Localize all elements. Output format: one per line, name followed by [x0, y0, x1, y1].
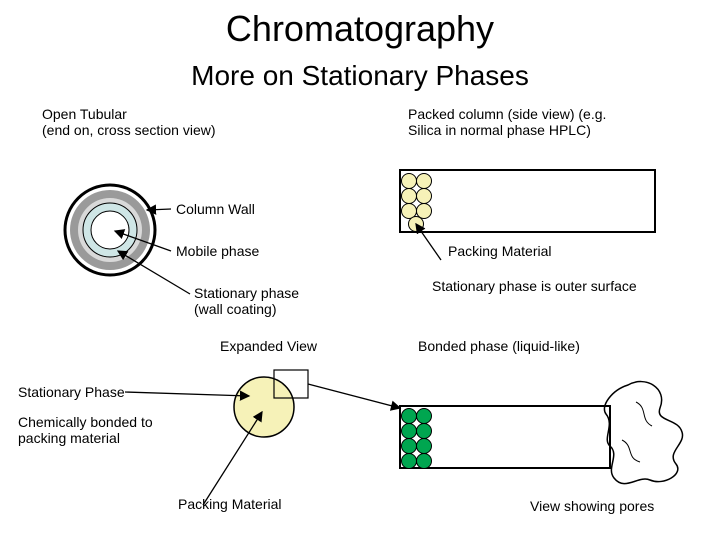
vector-layer — [0, 0, 720, 540]
stationary-phase-line2: (wall coating) — [194, 301, 299, 317]
packed-column-bottom — [400, 406, 610, 469]
bonded-phase-label: Bonded phase (liquid-like) — [418, 338, 580, 354]
stationary-phase-line1: Stationary phase — [194, 285, 299, 301]
expanded-particle — [234, 370, 308, 437]
expanded-view-label: Expanded View — [220, 338, 317, 354]
pointer-lines — [115, 209, 441, 505]
packing-material-bottom-label: Packing Material — [178, 496, 282, 512]
diagram-stage: Chromatography More on Stationary Phases… — [0, 0, 720, 540]
open-tubular-diagram — [65, 185, 155, 275]
view-pores-label: View showing pores — [530, 498, 654, 514]
mobile-phase-label: Mobile phase — [176, 243, 259, 259]
stationary-outer-label: Stationary phase is outer surface — [432, 278, 637, 294]
column-wall-label: Column Wall — [176, 201, 255, 217]
stationary-phase-left-label: Stationary Phase — [18, 384, 125, 400]
chem-bonded-label: Chemically bonded to packing material — [18, 414, 153, 446]
packed-column-top — [400, 170, 655, 232]
chem-bonded-line1: Chemically bonded to — [18, 414, 153, 430]
stationary-phase-label: Stationary phase (wall coating) — [194, 285, 299, 317]
chem-bonded-line2: packing material — [18, 430, 153, 446]
packing-material-right-label: Packing Material — [448, 243, 552, 259]
pore-squiggle — [604, 382, 682, 484]
